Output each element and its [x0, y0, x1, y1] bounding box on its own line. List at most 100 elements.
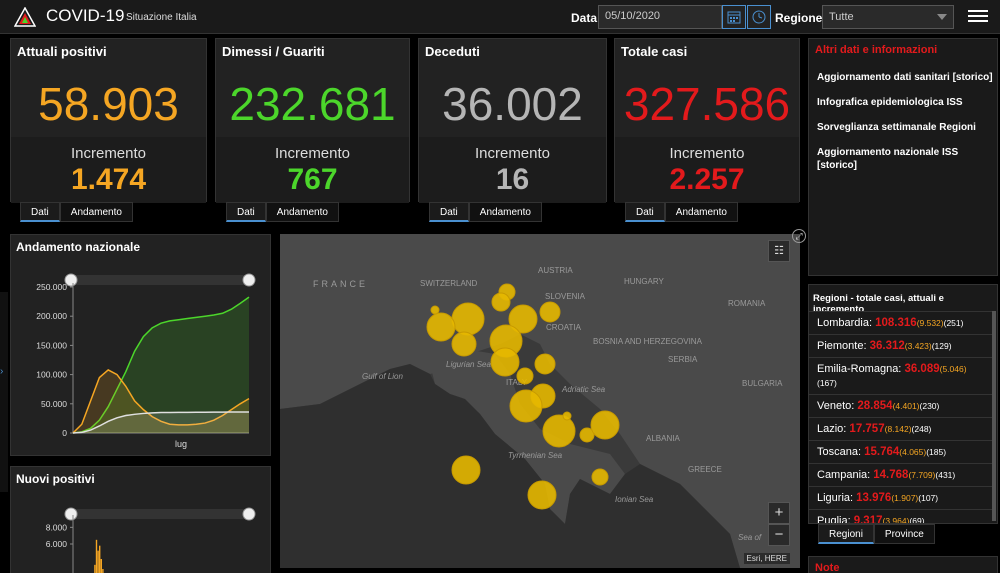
region-active: (1.907) — [891, 493, 919, 503]
map-label: Adriatic Sea — [561, 385, 606, 394]
region-increment: (251) — [943, 318, 964, 328]
region-row[interactable]: Veneto: 28.854(4.401)(230) — [809, 394, 993, 417]
stat-title: Deceduti — [425, 44, 480, 59]
calendar-button[interactable] — [722, 5, 746, 29]
stat-value: 36.002 — [442, 78, 583, 130]
region-name: Lombardia: — [817, 317, 873, 329]
range-slider-handle[interactable] — [242, 507, 256, 521]
region-row[interactable]: Piemonte: 36.312(3.423)(129) — [809, 334, 993, 357]
y-tick-label: 200.000 — [36, 311, 67, 321]
info-link[interactable]: Aggiornamento nazionale ISS [storico] — [817, 147, 959, 171]
region-total: 17.757 — [849, 423, 885, 435]
stat-increment-value: 1.474 — [70, 163, 147, 196]
x-axis-label: lug — [175, 439, 187, 449]
hamburger-menu-icon[interactable] — [968, 7, 988, 25]
map-label: ITALY — [506, 378, 528, 387]
map-label: SWITZERLAND — [420, 279, 478, 288]
tab-dati[interactable]: Dati — [226, 202, 266, 222]
bar — [100, 559, 102, 573]
region-row[interactable]: Puglia: 9.317(3.964)(69) — [809, 509, 993, 524]
map-view[interactable]: FRANCE SWITZERLAND AUSTRIA HUNGARY SLOVE… — [280, 234, 800, 568]
range-slider-handle[interactable] — [64, 273, 78, 287]
time-button[interactable] — [747, 5, 771, 29]
y-tick-label: 150.000 — [36, 340, 67, 350]
info-link[interactable]: Infografica epidemiologica ISS — [817, 97, 963, 108]
region-list: Lombardia: 108.316(9.532)(251) Piemonte: … — [809, 311, 993, 524]
tab-dati[interactable]: Dati — [625, 202, 665, 222]
national-trend-panel: Andamento nazionale 250.000 200.000 150.00… — [10, 234, 271, 456]
scrollbar[interactable] — [992, 311, 996, 521]
stat-value: 327.586 — [623, 78, 791, 130]
tab-andamento[interactable]: Andamento — [265, 202, 339, 222]
range-slider-handle[interactable] — [64, 507, 78, 521]
info-link[interactable]: Aggiornamento dati sanitari [storico] — [817, 72, 993, 83]
region-total: 36.089 — [904, 363, 940, 375]
region-increment: (185) — [926, 447, 947, 457]
tab-andamento[interactable]: Andamento — [59, 202, 133, 222]
region-row[interactable]: Liguria: 13.976(1.907)(107) — [809, 486, 993, 509]
tab-dati[interactable]: Dati — [429, 202, 469, 222]
series-line — [72, 411, 250, 434]
legend-icon[interactable]: ☷ — [768, 240, 790, 262]
series-area — [73, 297, 249, 433]
region-select[interactable]: Tutte — [822, 5, 954, 29]
bar — [94, 564, 96, 573]
italy-landmass — [430, 349, 625, 524]
y-tick-label: 0 — [62, 428, 67, 438]
region-row[interactable]: Lombardia: 108.316(9.532)(251) — [809, 311, 993, 334]
stat-title: Totale casi — [621, 44, 688, 59]
region-total: 15.764 — [864, 446, 900, 458]
zoom-in-button[interactable]: + — [768, 502, 790, 524]
tab-regioni[interactable]: Regioni — [818, 524, 874, 544]
region-total: 13.976 — [856, 492, 892, 504]
app-subtitle: Situazione Italia — [126, 12, 197, 23]
tab-andamento[interactable]: Andamento — [664, 202, 738, 222]
date-label: Data — [571, 11, 598, 25]
calendar-icon — [727, 11, 741, 24]
region-bubble — [451, 331, 477, 357]
region-row[interactable]: Emilia-Romagna: 36.089(5.046) (167) — [809, 357, 993, 394]
landmass — [280, 234, 800, 568]
region-row[interactable]: Campania: 14.768(7.709)(431) — [809, 463, 993, 486]
side-collapse-handle[interactable]: › — [0, 292, 8, 492]
stat-increment-value: 16 — [495, 163, 530, 196]
tab-province[interactable]: Province — [873, 524, 935, 544]
tab-dati[interactable]: Dati — [20, 202, 60, 222]
region-row[interactable]: Lazio: 17.757(8.142)(248) — [809, 417, 993, 440]
range-slider-track — [73, 509, 249, 519]
range-slider-handle[interactable] — [242, 273, 256, 287]
region-bubble — [516, 367, 534, 385]
region-increment: (431) — [935, 470, 956, 480]
new-positives-chart: 8.000 6.000 — [46, 507, 256, 573]
map-label: GREECE — [688, 465, 722, 474]
zoom-out-button[interactable]: − — [768, 524, 790, 546]
clock-icon — [752, 10, 766, 24]
region-total: 36.312 — [869, 340, 905, 352]
stat-increment-label: Incremento — [474, 145, 551, 162]
region-total: 9.317 — [853, 515, 883, 524]
region-bubble — [426, 312, 456, 342]
info-panel: Altri dati e informazioni Aggiornamento … — [808, 38, 998, 276]
expand-icon[interactable]: ⤢ — [792, 229, 806, 243]
note-heading: Note — [808, 556, 998, 573]
region-name: Veneto: — [817, 400, 855, 412]
map-label: HUNGARY — [624, 277, 665, 286]
map-label: BULGARIA — [742, 379, 783, 388]
region-list-heading: Regioni - totale casi, attuali e increme… — [813, 293, 944, 315]
bar — [102, 569, 104, 573]
info-link[interactable]: Sorveglianza settimanale Regioni — [817, 122, 976, 133]
tab-andamento[interactable]: Andamento — [468, 202, 542, 222]
region-total: 108.316 — [875, 317, 917, 329]
tabs-totale: Dati Andamento — [625, 202, 738, 222]
region-row[interactable]: Toscana: 15.764(4.065)(185) — [809, 440, 993, 463]
map-label: BOSNIA AND HERZEGOVINA — [593, 337, 703, 346]
region-active: (8.142) — [884, 424, 912, 434]
region-bubble — [590, 410, 620, 440]
map-label: ROMANIA — [728, 299, 766, 308]
region-label: Regione — [775, 11, 823, 25]
app-header: COVID-19 Situazione Italia Data 05/10/20… — [0, 0, 1000, 34]
date-field[interactable]: 05/10/2020 — [598, 5, 722, 29]
region-bubble — [430, 305, 440, 315]
map-label: SERBIA — [668, 355, 698, 364]
y-tick-label: 6.000 — [46, 539, 68, 549]
